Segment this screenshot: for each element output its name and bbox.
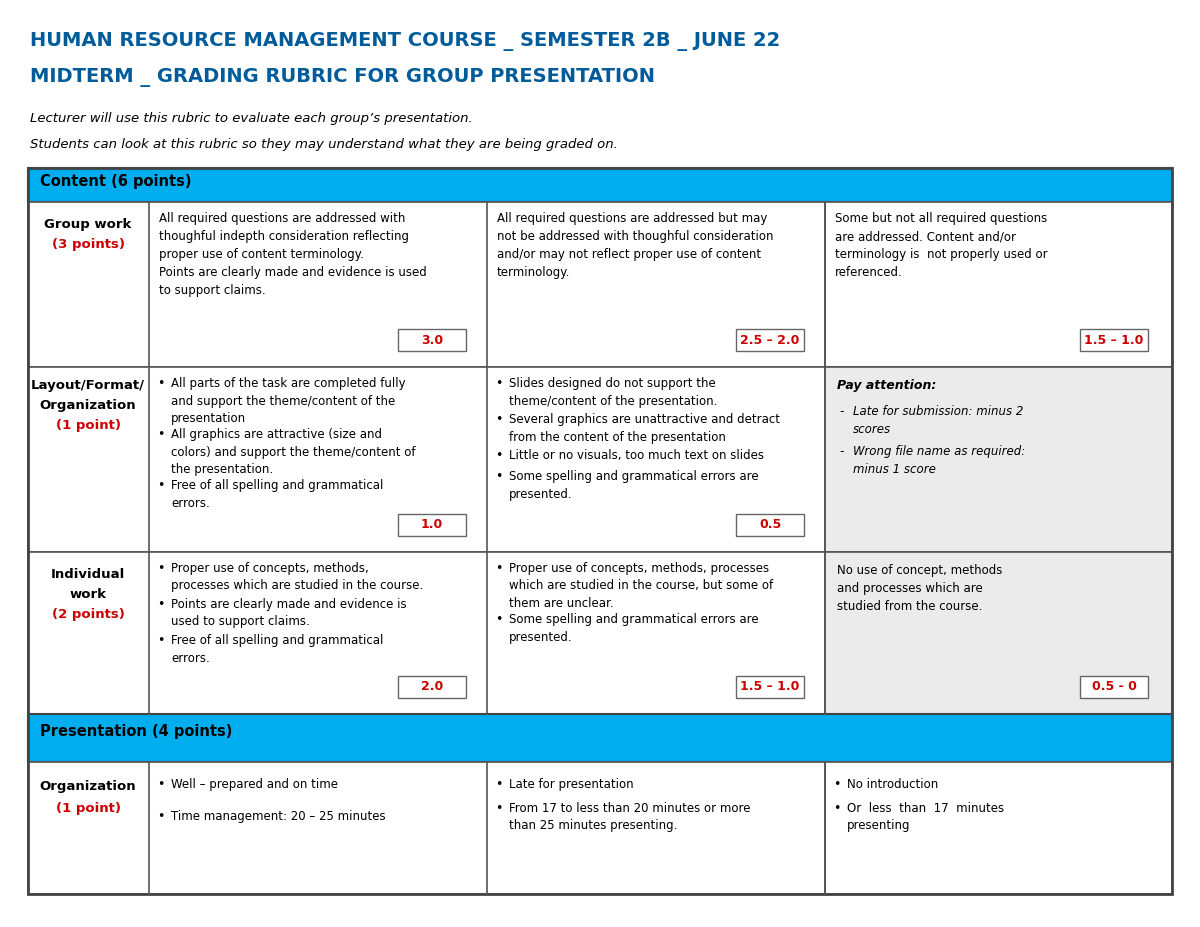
Text: 2.5 – 2.0: 2.5 – 2.0 xyxy=(740,334,799,347)
Text: Or  less  than  17  minutes
presenting: Or less than 17 minutes presenting xyxy=(847,802,1004,832)
Text: 0.5: 0.5 xyxy=(758,518,781,531)
Text: Students can look at this rubric so they may understand what they are being grad: Students can look at this rubric so they… xyxy=(30,138,618,151)
Text: Slides designed do not support the
theme/content of the presentation.: Slides designed do not support the theme… xyxy=(509,377,718,408)
Text: •: • xyxy=(496,778,503,791)
Text: Wrong file name as required:
minus 1 score: Wrong file name as required: minus 1 sco… xyxy=(853,445,1025,476)
Bar xyxy=(28,168,1172,894)
Bar xyxy=(1080,676,1148,698)
Text: Some spelling and grammatical errors are
presented.: Some spelling and grammatical errors are… xyxy=(509,613,758,643)
Text: -: - xyxy=(839,445,844,458)
Text: Content (6 points): Content (6 points) xyxy=(40,174,192,189)
Text: 3.0: 3.0 xyxy=(421,334,443,347)
Text: Layout/Format/: Layout/Format/ xyxy=(31,379,145,392)
Bar xyxy=(28,552,1172,714)
Text: •: • xyxy=(157,428,164,441)
Bar xyxy=(1080,329,1148,351)
Text: (1 point): (1 point) xyxy=(55,802,120,815)
Text: •: • xyxy=(496,562,503,575)
Text: Free of all spelling and grammatical
errors.: Free of all spelling and grammatical err… xyxy=(172,634,383,665)
Text: •: • xyxy=(833,802,840,815)
Bar xyxy=(28,762,1172,894)
Text: No use of concept, methods
and processes which are
studied from the course.: No use of concept, methods and processes… xyxy=(838,564,1002,613)
Text: •: • xyxy=(496,413,503,426)
Bar xyxy=(28,168,1172,202)
Text: Late for submission: minus 2
scores: Late for submission: minus 2 scores xyxy=(853,405,1024,436)
Text: Time management: 20 – 25 minutes: Time management: 20 – 25 minutes xyxy=(172,810,385,823)
Bar xyxy=(398,514,466,536)
Bar xyxy=(398,676,466,698)
Text: Proper use of concepts, methods,
processes which are studied in the course.: Proper use of concepts, methods, process… xyxy=(172,562,424,592)
Text: Lecturer will use this rubric to evaluate each group’s presentation.: Lecturer will use this rubric to evaluat… xyxy=(30,112,473,125)
Text: Points are clearly made and evidence is
used to support claims.: Points are clearly made and evidence is … xyxy=(172,598,407,629)
Text: Several graphics are unattractive and detract
from the content of the presentati: Several graphics are unattractive and de… xyxy=(509,413,780,443)
Text: •: • xyxy=(496,470,503,483)
Text: Group work: Group work xyxy=(44,218,132,231)
Text: All parts of the task are completed fully
and support the theme/content of the
p: All parts of the task are completed full… xyxy=(172,377,406,425)
Text: No introduction: No introduction xyxy=(847,778,938,791)
Text: •: • xyxy=(157,377,164,390)
Bar xyxy=(28,714,1172,762)
Text: •: • xyxy=(157,778,164,791)
Text: All required questions are addressed with
thoughful indepth consideration reflec: All required questions are addressed wit… xyxy=(158,212,427,297)
Text: 1.5 – 1.0: 1.5 – 1.0 xyxy=(740,680,799,693)
Text: Free of all spelling and grammatical
errors.: Free of all spelling and grammatical err… xyxy=(172,479,383,510)
Text: Organization: Organization xyxy=(40,399,137,412)
Text: (2 points): (2 points) xyxy=(52,608,125,621)
Bar xyxy=(28,367,1172,552)
Text: Late for presentation: Late for presentation xyxy=(509,778,634,791)
Text: •: • xyxy=(157,562,164,575)
Text: •: • xyxy=(833,778,840,791)
Text: •: • xyxy=(157,634,164,647)
Bar xyxy=(736,676,804,698)
Text: Pay attention:: Pay attention: xyxy=(838,379,936,392)
Text: All graphics are attractive (size and
colors) and support the theme/content of
t: All graphics are attractive (size and co… xyxy=(172,428,415,476)
Text: Little or no visuals, too much text on slides: Little or no visuals, too much text on s… xyxy=(509,449,764,462)
Text: Proper use of concepts, methods, processes
which are studied in the course, but : Proper use of concepts, methods, process… xyxy=(509,562,773,610)
Text: •: • xyxy=(496,802,503,815)
Text: Presentation (4 points): Presentation (4 points) xyxy=(40,724,233,739)
Text: 2.0: 2.0 xyxy=(421,680,443,693)
Text: Well – prepared and on time: Well – prepared and on time xyxy=(172,778,338,791)
Text: •: • xyxy=(496,377,503,390)
Text: -: - xyxy=(839,405,844,418)
Text: (1 point): (1 point) xyxy=(55,419,120,432)
Text: From 17 to less than 20 minutes or more
than 25 minutes presenting.: From 17 to less than 20 minutes or more … xyxy=(509,802,750,832)
Text: 1.0: 1.0 xyxy=(421,518,443,531)
Bar xyxy=(736,329,804,351)
Bar xyxy=(826,367,1172,552)
Text: •: • xyxy=(157,479,164,492)
Text: •: • xyxy=(157,810,164,823)
Bar xyxy=(398,329,466,351)
Text: •: • xyxy=(496,449,503,462)
Bar xyxy=(28,202,1172,367)
Bar xyxy=(826,202,1172,367)
Text: •: • xyxy=(496,613,503,626)
Bar xyxy=(736,514,804,536)
Bar xyxy=(826,762,1172,894)
Text: Individual: Individual xyxy=(50,568,125,581)
Text: (3 points): (3 points) xyxy=(52,238,125,251)
Text: MIDTERM _ GRADING RUBRIC FOR GROUP PRESENTATION: MIDTERM _ GRADING RUBRIC FOR GROUP PRESE… xyxy=(30,68,655,87)
Text: All required questions are addressed but may
not be addressed with thoughful con: All required questions are addressed but… xyxy=(497,212,774,279)
Text: 0.5 - 0: 0.5 - 0 xyxy=(1092,680,1136,693)
Text: Organization: Organization xyxy=(40,780,137,793)
Text: work: work xyxy=(70,588,107,601)
Text: •: • xyxy=(157,598,164,611)
Text: 1.5 – 1.0: 1.5 – 1.0 xyxy=(1085,334,1144,347)
Text: HUMAN RESOURCE MANAGEMENT COURSE _ SEMESTER 2B _ JUNE 22: HUMAN RESOURCE MANAGEMENT COURSE _ SEMES… xyxy=(30,32,780,51)
Text: Some spelling and grammatical errors are
presented.: Some spelling and grammatical errors are… xyxy=(509,470,758,501)
Bar xyxy=(826,552,1172,714)
Text: Some but not all required questions
are addressed. Content and/or
terminology is: Some but not all required questions are … xyxy=(835,212,1048,279)
